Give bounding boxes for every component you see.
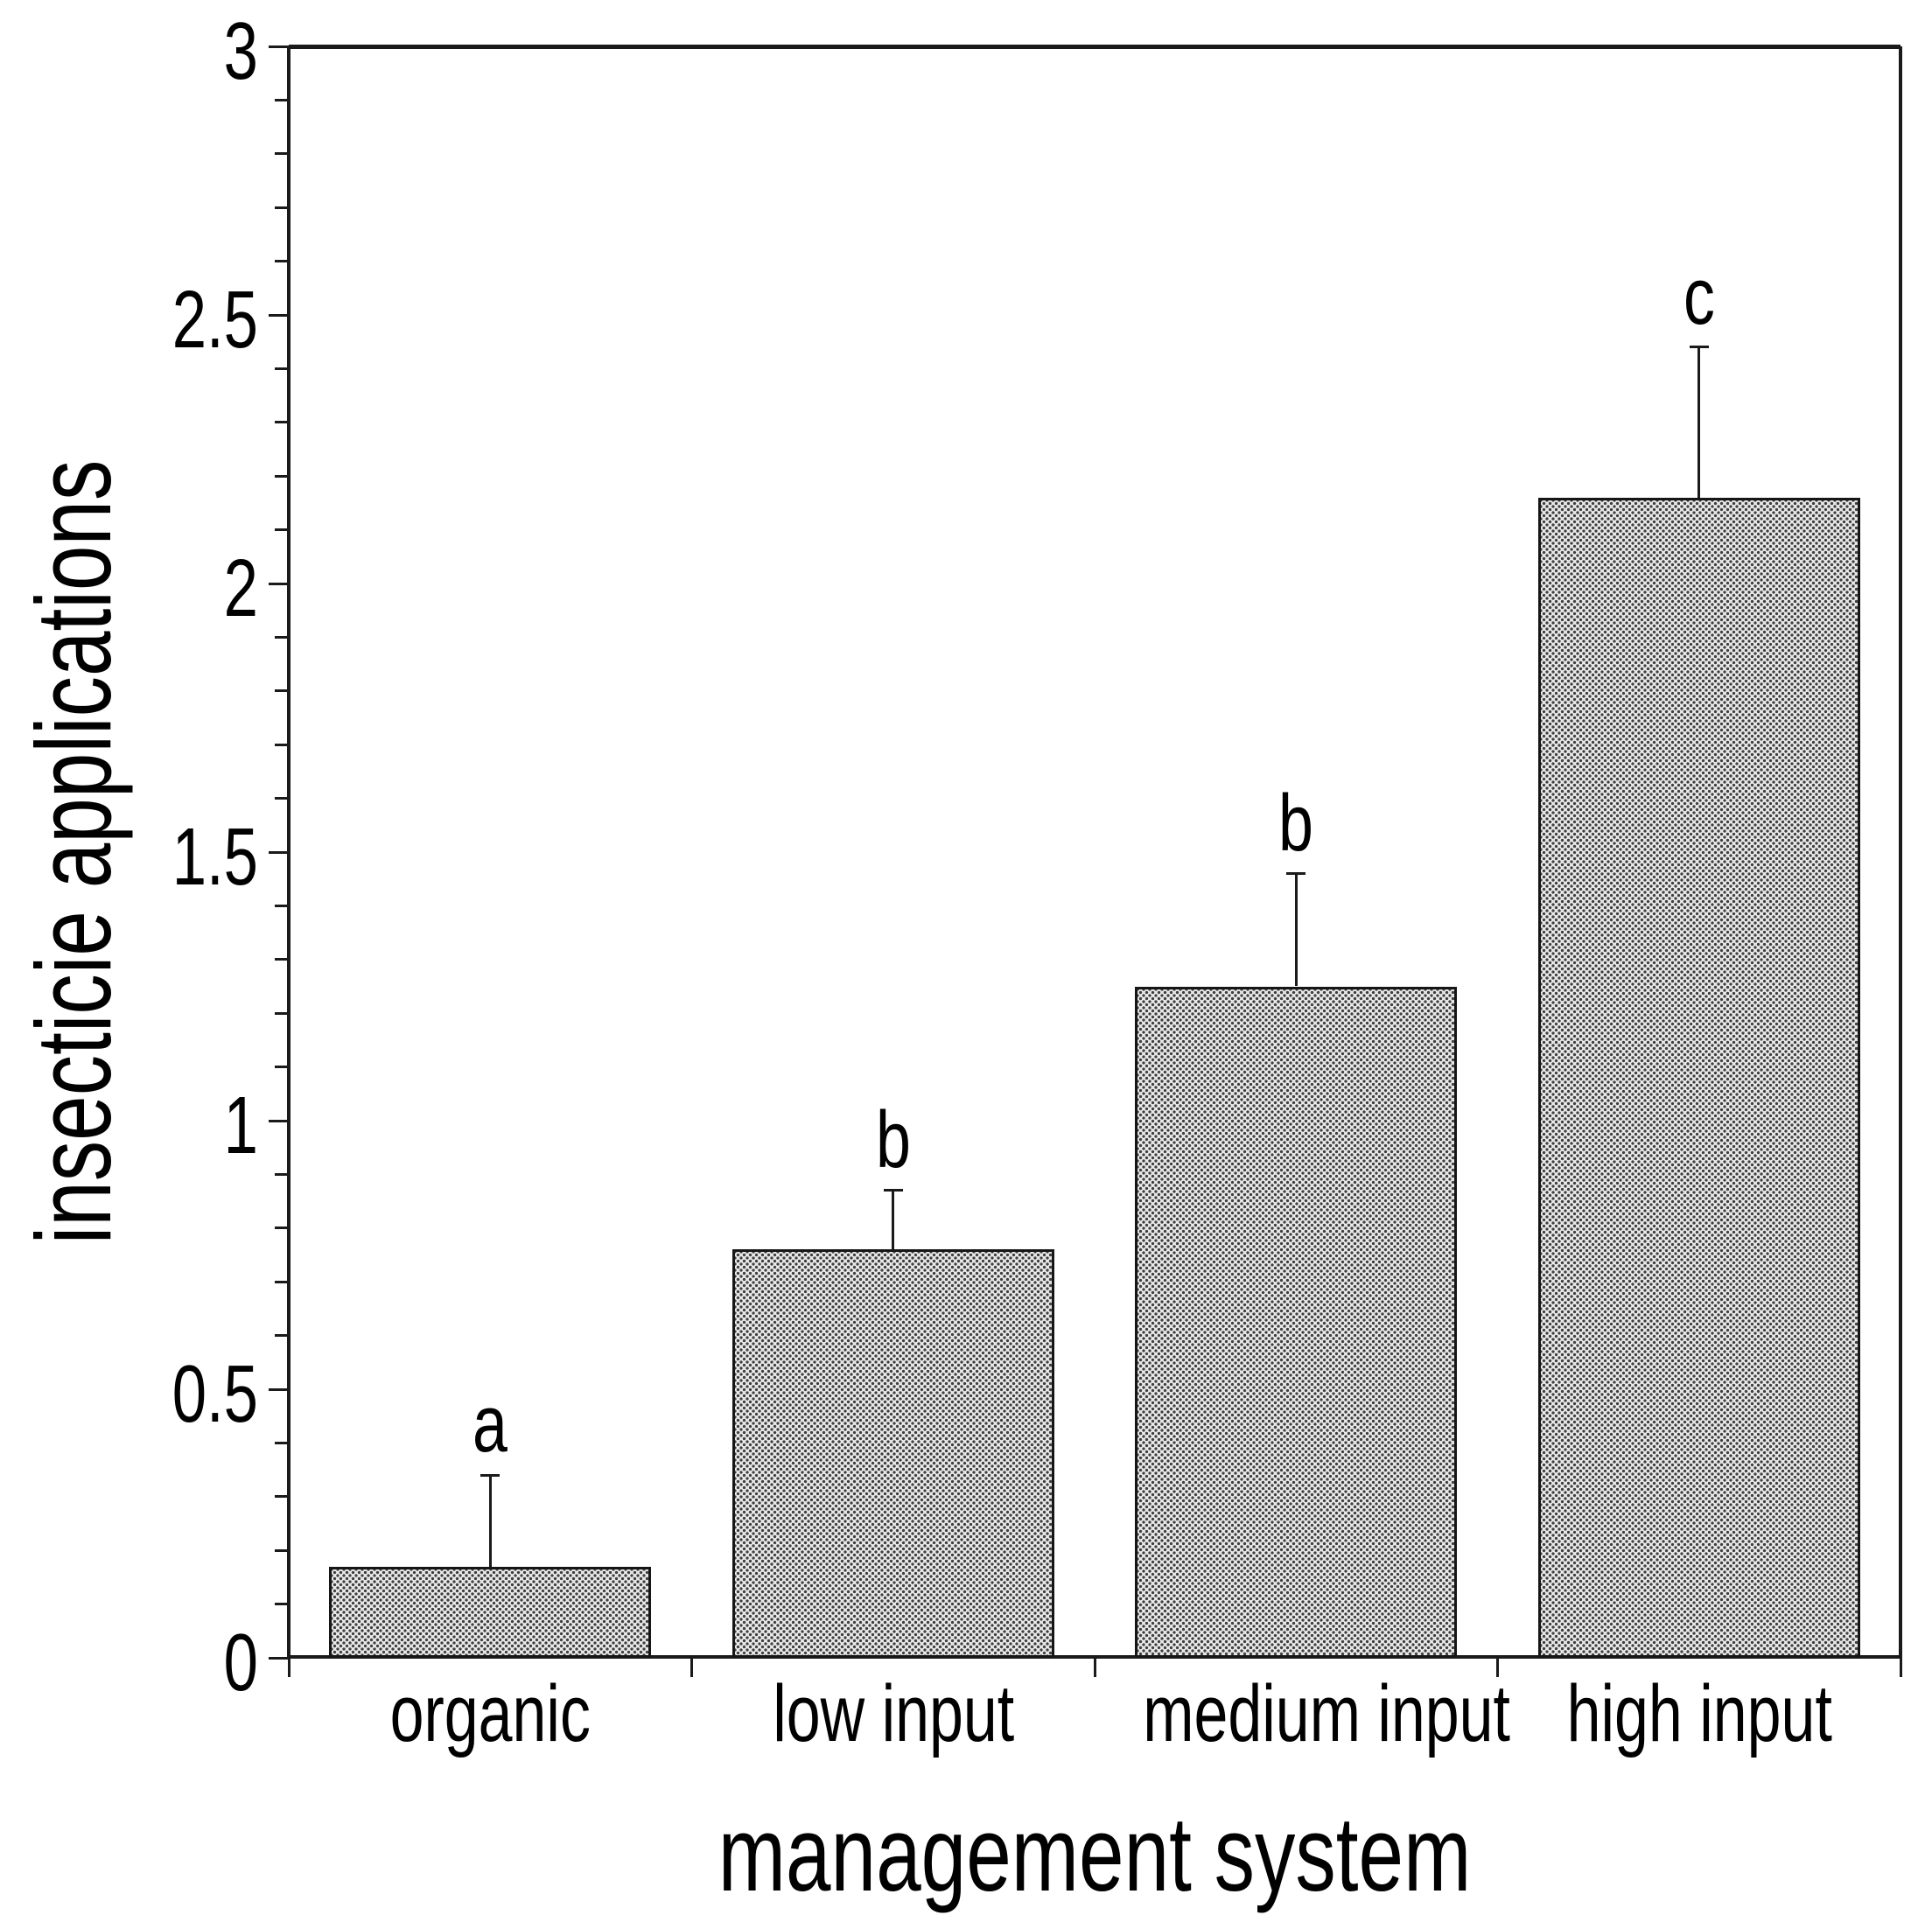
- error-bar-stem-low-input: [892, 1190, 895, 1250]
- y-minor-tick: [275, 1603, 289, 1606]
- x-category-label-low-input: low input: [772, 1669, 1014, 1758]
- y-minor-tick: [275, 797, 289, 800]
- y-minor-tick: [275, 1280, 289, 1283]
- y-minor-tick: [275, 206, 289, 209]
- y-tick-label: 1: [223, 1080, 258, 1171]
- error-bar-stem-medium-input: [1294, 873, 1298, 987]
- y-minor-tick: [275, 1495, 289, 1499]
- x-category-label-organic: organic: [389, 1669, 591, 1758]
- x-axis-line: [289, 1655, 1900, 1659]
- error-bar-cap-organic: [480, 1473, 500, 1477]
- y-tick-label: 2: [223, 542, 258, 633]
- significance-letter-low-input: b: [875, 1094, 911, 1185]
- error-bar-cap-medium-input: [1286, 872, 1306, 876]
- plot-frame-right: [1899, 46, 1902, 1658]
- y-minor-tick: [275, 1334, 289, 1338]
- bar-organic: [329, 1566, 652, 1658]
- y-minor-tick: [275, 1172, 289, 1176]
- y-minor-tick: [275, 958, 289, 961]
- y-tick-label: 1.5: [172, 811, 258, 902]
- error-bar-stem-high-input: [1698, 346, 1701, 498]
- y-minor-tick: [275, 1066, 289, 1069]
- plot-area: 0 0.5 1 1.5 2 2.5 3 a organic b low input b medium i…: [172, 10, 1902, 1754]
- y-major-tick: [269, 313, 289, 317]
- x-axis-title: management system: [718, 1794, 1472, 1913]
- y-major-tick: [269, 1119, 289, 1122]
- y-major-tick: [269, 45, 289, 48]
- x-boundary-tick: [287, 1658, 290, 1677]
- y-minor-tick: [275, 152, 289, 156]
- significance-letter-organic: a: [472, 1380, 508, 1470]
- x-boundary-tick: [1496, 1658, 1499, 1677]
- y-minor-tick: [275, 1227, 289, 1230]
- x-category-label-medium-input: medium input: [1143, 1669, 1510, 1758]
- y-major-tick: [269, 582, 289, 585]
- y-minor-tick: [275, 260, 289, 263]
- x-boundary-tick: [1899, 1658, 1902, 1677]
- y-tick-label: 0.5: [172, 1348, 258, 1439]
- x-category-label-high-input: high input: [1566, 1669, 1832, 1758]
- plot-frame-top: [289, 45, 1900, 49]
- y-axis-line: [287, 46, 290, 1658]
- bar-high-input: [1537, 497, 1860, 1658]
- error-bar-stem-organic: [488, 1475, 492, 1567]
- bar-low-input: [732, 1249, 1054, 1658]
- y-minor-tick: [275, 474, 289, 478]
- y-minor-tick: [275, 98, 289, 101]
- y-major-tick: [269, 1387, 289, 1391]
- y-tick-label: 2.5: [172, 274, 258, 365]
- bar-medium-input: [1135, 986, 1458, 1658]
- x-boundary-tick: [1093, 1658, 1096, 1677]
- significance-letter-medium-input: b: [1278, 778, 1314, 868]
- y-minor-tick: [275, 689, 289, 693]
- y-minor-tick: [275, 1548, 289, 1552]
- significance-letter-high-input: c: [1683, 251, 1715, 341]
- x-boundary-tick: [690, 1658, 693, 1677]
- y-minor-tick: [275, 904, 289, 907]
- error-bar-cap-high-input: [1689, 346, 1709, 349]
- y-major-tick: [269, 1656, 289, 1660]
- y-minor-tick: [275, 743, 289, 746]
- y-tick-label: 3: [223, 5, 258, 96]
- y-minor-tick: [275, 421, 289, 424]
- y-minor-tick: [275, 1441, 289, 1444]
- y-minor-tick: [275, 635, 289, 639]
- y-tick-label: 0: [223, 1617, 258, 1708]
- y-minor-tick: [275, 528, 289, 532]
- y-minor-tick: [275, 1011, 289, 1015]
- y-minor-tick: [275, 367, 289, 370]
- error-bar-cap-low-input: [883, 1189, 903, 1192]
- y-major-tick: [269, 850, 289, 854]
